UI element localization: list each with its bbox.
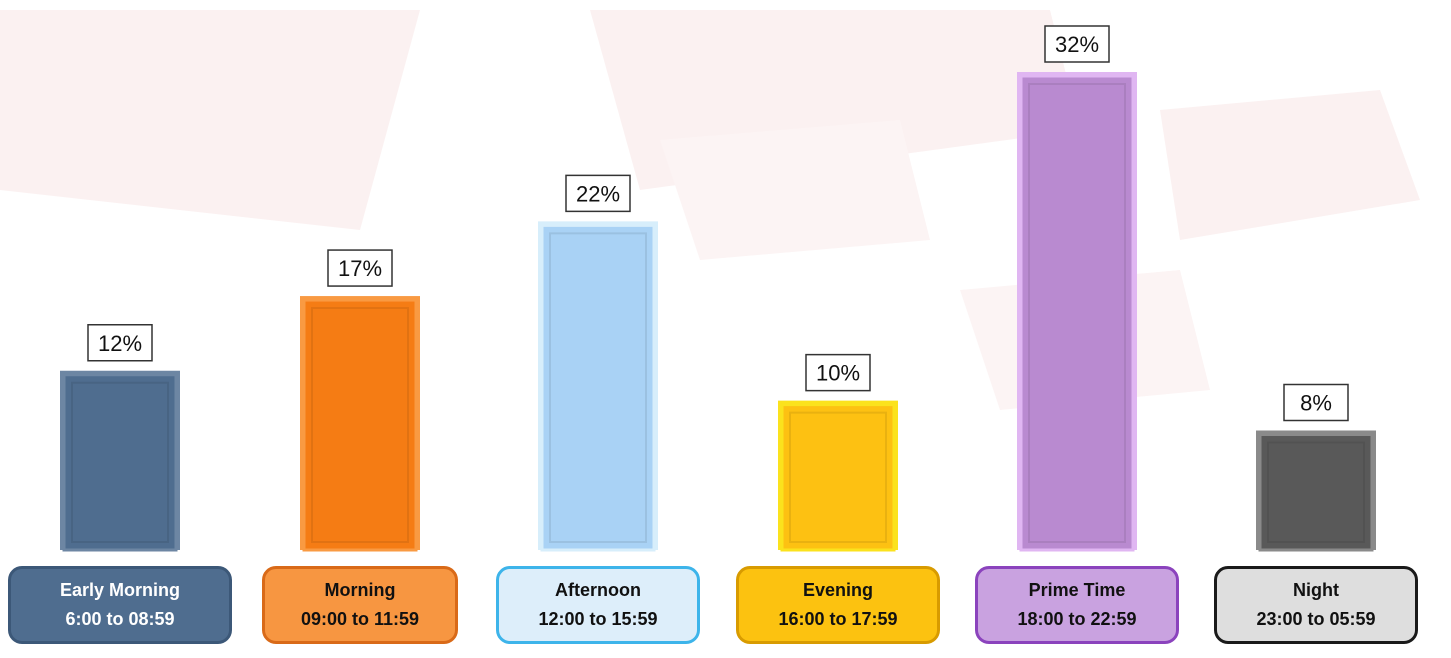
category-box-early-morning: Early Morning 6:00 to 08:59 xyxy=(8,566,232,644)
bar-prime-time-inner xyxy=(1028,83,1126,543)
category-label-morning: Morning xyxy=(324,580,396,600)
category-box-evening: Evening 16:00 to 17:59 xyxy=(736,566,940,644)
value-label-box-morning xyxy=(327,249,393,287)
bg-watermark-shape xyxy=(660,120,930,260)
bar-morning-inner xyxy=(311,307,409,543)
value-label-afternoon: 22% xyxy=(576,181,620,206)
bg-watermark-shape xyxy=(0,10,420,230)
category-time-range-early-morning: 6:00 to 08:59 xyxy=(65,609,175,629)
value-label-early-morning: 12% xyxy=(98,331,142,356)
value-label-box-evening xyxy=(805,353,871,392)
value-label-box-afternoon xyxy=(565,174,631,213)
category-time-range-afternoon: 12:00 to 15:59 xyxy=(538,609,658,629)
category-time-range-morning: 09:00 to 11:59 xyxy=(300,609,420,629)
bar-early-morning-inner xyxy=(71,381,169,543)
bg-watermark-shape xyxy=(1160,90,1420,240)
value-label-night: 8% xyxy=(1300,391,1332,416)
value-label-box-early-morning xyxy=(87,324,153,362)
category-label-afternoon: Afternoon xyxy=(555,580,641,600)
value-label-prime-time: 32% xyxy=(1055,32,1099,57)
value-label-box-prime-time xyxy=(1044,25,1110,63)
value-label-morning: 17% xyxy=(338,256,382,281)
bar-afternoon-inner xyxy=(549,232,647,543)
value-label-evening: 10% xyxy=(816,361,860,386)
category-box-afternoon: Afternoon 12:00 to 15:59 xyxy=(496,566,700,644)
category-time-range-evening: 16:00 to 17:59 xyxy=(778,609,898,629)
category-label-evening: Evening xyxy=(802,580,873,600)
category-time-range-prime-time: 18:00 to 22:59 xyxy=(1017,609,1137,629)
bar-night-inner xyxy=(1267,441,1365,543)
category-box-prime-time: Prime Time 18:00 to 22:59 xyxy=(975,566,1179,644)
bar-evening-inner xyxy=(789,411,887,543)
category-box-morning: Morning 09:00 to 11:59 xyxy=(262,566,458,644)
category-time-range-night: 23:00 to 05:59 xyxy=(1256,609,1376,629)
category-label-early-morning: Early Morning xyxy=(59,580,180,600)
value-label-box-night xyxy=(1283,383,1349,422)
category-label-night: Night xyxy=(1293,580,1339,600)
category-label-prime-time: Prime Time xyxy=(1028,580,1126,600)
category-box-night: Night 23:00 to 05:59 xyxy=(1214,566,1418,644)
